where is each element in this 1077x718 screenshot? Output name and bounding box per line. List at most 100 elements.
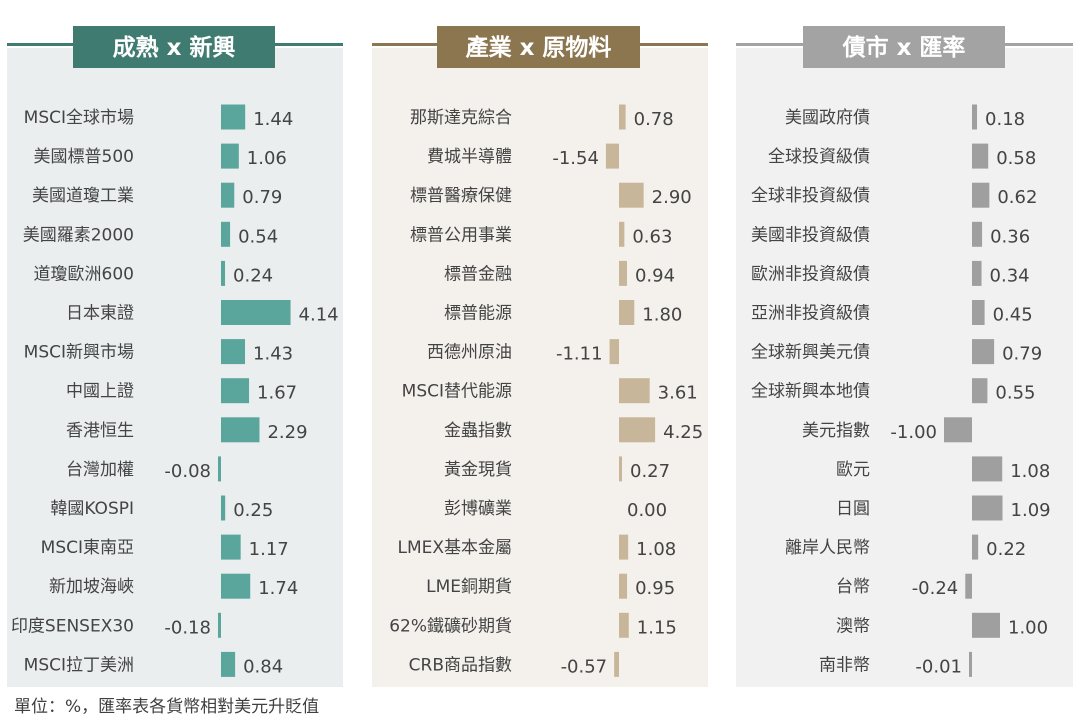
category-label: 全球非投資級債	[751, 186, 870, 206]
value-label: 0.22	[986, 539, 1026, 560]
bar	[614, 651, 619, 677]
value-label: 1.09	[1011, 500, 1051, 521]
value-label: -1.00	[890, 422, 937, 443]
value-label: 0.79	[1002, 344, 1042, 365]
value-label: -0.57	[561, 656, 608, 677]
value-label: 1.17	[249, 539, 289, 560]
category-label: 歐洲非投資級債	[751, 264, 870, 284]
value-label: -0.18	[164, 617, 211, 638]
category-label: 台灣加權	[66, 460, 134, 480]
value-label: 1.15	[637, 617, 677, 638]
value-label: 0.55	[995, 383, 1035, 404]
chart-panel: 成熟 x 新興 MSCI全球市場 1.44 美國標普500 1.06 美國道瓊工業 0.79…	[7, 26, 343, 687]
bar	[221, 378, 250, 404]
category-label: MSCI全球市場	[24, 108, 134, 128]
value-label: 2.90	[652, 187, 692, 208]
value-label: 0.27	[630, 461, 670, 482]
value-label: 1.44	[253, 109, 293, 130]
bar	[972, 260, 982, 286]
category-label: 中國上證	[66, 382, 134, 402]
value-label: 1.67	[257, 383, 297, 404]
bar	[221, 339, 246, 365]
bar	[221, 104, 246, 130]
category-label: MSCI東南亞	[41, 538, 134, 558]
category-label: 黃金現貨	[444, 460, 512, 480]
category-label: 那斯達克綜合	[410, 108, 512, 128]
value-label: 3.61	[658, 383, 698, 404]
value-label: 0.78	[634, 109, 674, 130]
value-label: 1.06	[247, 148, 287, 169]
value-label: 0.84	[243, 656, 283, 677]
category-label: CRB商品指數	[409, 655, 512, 675]
category-label: LME銅期貨	[426, 577, 512, 597]
value-label: -1.11	[556, 344, 603, 365]
chart-title: 成熟 x 新興	[113, 34, 236, 61]
bar	[221, 260, 226, 286]
category-label: 台幣	[836, 577, 870, 597]
bar	[619, 417, 656, 443]
bar	[619, 221, 625, 247]
category-label: 南非幣	[819, 655, 870, 675]
category-label: 美國非投資級債	[751, 225, 870, 245]
category-label: 歐元	[836, 460, 870, 480]
bar	[619, 456, 622, 482]
bar	[619, 573, 628, 599]
bar	[619, 182, 644, 208]
value-label: -1.54	[552, 148, 599, 169]
bar	[605, 143, 619, 169]
bar	[609, 339, 619, 365]
footnote: 單位：%，匯率表各貨幣相對美元升貶值	[14, 697, 320, 717]
category-label: 全球新興本地債	[751, 382, 870, 402]
bar	[972, 534, 979, 560]
category-label: 香港恒生	[66, 421, 134, 441]
bar	[972, 339, 995, 365]
value-label: 0.34	[990, 265, 1030, 286]
category-label: 美國道瓊工業	[32, 186, 134, 206]
bar	[944, 417, 972, 443]
value-label: 0.95	[635, 578, 675, 599]
value-label: 0.36	[990, 226, 1030, 247]
category-label: 美國羅素2000	[23, 225, 134, 245]
value-label: 0.58	[996, 148, 1036, 169]
value-label: 0.45	[993, 305, 1033, 326]
category-label: 費城半導體	[427, 147, 512, 167]
bar	[972, 612, 1000, 638]
category-label: 印度SENSEX30	[11, 616, 134, 636]
value-label: 1.43	[253, 344, 293, 365]
category-label: 道瓊歐洲600	[34, 264, 134, 284]
bar	[619, 534, 629, 560]
panel-background	[372, 48, 708, 687]
bar	[217, 612, 221, 638]
bar	[221, 143, 239, 169]
panel-header	[73, 26, 275, 68]
bar	[619, 260, 627, 286]
bar	[972, 495, 1003, 521]
value-label: 0.00	[627, 500, 667, 521]
value-label: 0.79	[242, 187, 282, 208]
bar	[619, 612, 629, 638]
category-label: 亞洲非投資級債	[751, 304, 870, 324]
category-label: 離岸人民幣	[785, 538, 870, 558]
panel-background	[7, 48, 343, 687]
value-label: -0.01	[915, 656, 962, 677]
bar	[972, 182, 990, 208]
value-label: 2.29	[267, 422, 307, 443]
bar	[619, 300, 635, 325]
bar	[972, 104, 978, 130]
category-label: 標普金融	[444, 264, 512, 284]
category-label: MSCI新興市場	[24, 343, 134, 363]
category-label: LMEX基本金屬	[397, 538, 512, 558]
category-label: 澳幣	[836, 616, 870, 636]
category-label: 日本東證	[66, 304, 134, 324]
bar	[221, 221, 231, 247]
category-label: MSCI替代能源	[402, 382, 512, 402]
value-label: 0.54	[238, 226, 278, 247]
value-label: 0.63	[632, 226, 672, 247]
bar	[972, 300, 985, 325]
category-label: 新加坡海峽	[49, 577, 134, 597]
value-label: 1.08	[1010, 461, 1050, 482]
value-label: 0.62	[997, 187, 1037, 208]
